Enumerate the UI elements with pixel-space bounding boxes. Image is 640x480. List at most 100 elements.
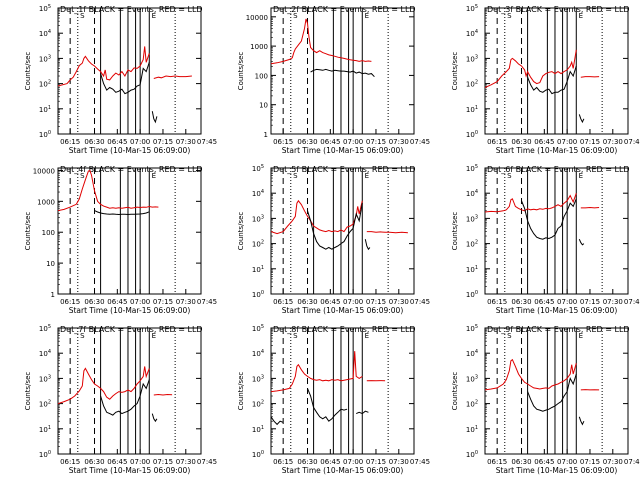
plot-frame xyxy=(270,7,415,135)
start-marker-glyph: S xyxy=(80,12,85,20)
x-axis-label: Start Time (10-Mar-15 06:09:00) xyxy=(496,146,618,155)
x-axis-label: Start Time (10-Mar-15 06:09:00) xyxy=(496,306,618,315)
y-tick-label: 105 xyxy=(466,164,478,173)
end-marker-glyph: E xyxy=(579,172,583,180)
panel-title: Det_6f BLACK = Events, RED = LLD xyxy=(487,165,630,174)
events-series-line xyxy=(100,379,150,416)
end-marker-glyph: E xyxy=(365,12,369,20)
x-tick-label: 06:30 xyxy=(84,298,104,306)
x-tick-label: 06:15 xyxy=(60,458,80,466)
y-tick-label: 105 xyxy=(39,4,51,13)
y-tick-label: 102 xyxy=(466,400,478,409)
y-tick-label: 1000 xyxy=(250,43,268,51)
x-tick-label: 07:00 xyxy=(130,458,150,466)
lld-series-line xyxy=(580,76,600,78)
y-tick-label: 1000 xyxy=(37,198,55,206)
y-tick-label: 105 xyxy=(466,4,478,13)
panel-title: Det_2f BLACK = Events, RED = LLD xyxy=(273,5,416,14)
plot-frame xyxy=(57,327,202,455)
lld-series-line xyxy=(153,75,192,79)
y-tick-label: 103 xyxy=(39,54,51,63)
x-tick-label: 06:45 xyxy=(320,458,340,466)
panel-title: Det_9f BLACK = Events, RED = LLD xyxy=(487,325,630,334)
x-tick-label: 07:00 xyxy=(343,138,363,146)
x-tick-label: 07:45 xyxy=(197,458,217,466)
plot-frame xyxy=(57,7,202,135)
x-tick-label: 07:00 xyxy=(557,458,577,466)
events-series-line xyxy=(364,239,371,251)
y-tick-label: 100 xyxy=(252,450,264,459)
y-tick-label: 1 xyxy=(51,291,55,299)
y-tick-label: 100 xyxy=(39,450,51,459)
y-tick-label: 105 xyxy=(252,324,264,333)
x-tick-label: 07:30 xyxy=(176,298,196,306)
lld-series-line xyxy=(485,193,577,213)
lld-series-line xyxy=(271,351,363,393)
y-axis-label: Counts/sec xyxy=(451,52,459,91)
x-tick-label: 07:15 xyxy=(366,458,386,466)
lld-series-line xyxy=(58,169,159,212)
series-layer xyxy=(271,351,386,426)
events-series-line xyxy=(271,416,284,426)
end-marker-glyph: E xyxy=(152,332,156,340)
plot-frame xyxy=(484,7,629,135)
x-tick-label: 06:30 xyxy=(297,298,317,306)
x-tick-label: 07:15 xyxy=(153,138,173,146)
x-tick-label: 07:45 xyxy=(624,138,640,146)
events-series-line xyxy=(578,238,585,246)
start-marker-glyph: S xyxy=(80,332,85,340)
y-tick-label: 103 xyxy=(252,214,264,223)
start-marker-glyph: S xyxy=(293,12,298,20)
y-axis-label: Counts/sec xyxy=(237,52,245,91)
y-tick-label: 1 xyxy=(264,131,268,139)
y-tick-label: 10000 xyxy=(33,167,55,175)
series-layer xyxy=(58,46,192,124)
x-tick-label: 07:00 xyxy=(130,298,150,306)
y-tick-label: 10 xyxy=(46,260,55,268)
plot-frame xyxy=(270,167,415,295)
x-tick-label: 06:30 xyxy=(297,138,317,146)
y-axis-label: Counts/sec xyxy=(24,52,32,91)
y-axis-label: Counts/sec xyxy=(24,212,32,251)
x-tick-label: 06:45 xyxy=(107,138,127,146)
y-tick-label: 101 xyxy=(39,425,51,434)
events-series-line xyxy=(307,388,348,422)
panel-title: Det_8f BLACK = Events, RED = LLD xyxy=(273,325,416,334)
x-axis-label: Start Time (10-Mar-15 06:09:00) xyxy=(282,306,404,315)
y-tick-label: 105 xyxy=(466,324,478,333)
x-tick-label: 07:30 xyxy=(176,458,196,466)
panel-title: Det_1f BLACK = Events, RED = LLD xyxy=(60,5,203,14)
lld-series-line xyxy=(58,366,150,405)
lld-series-line xyxy=(271,18,372,65)
events-series-line xyxy=(151,111,158,124)
y-tick-label: 101 xyxy=(252,425,264,434)
series-layer xyxy=(485,358,600,426)
x-tick-label: 06:45 xyxy=(320,138,340,146)
x-tick-label: 06:45 xyxy=(534,458,554,466)
events-series-line xyxy=(527,65,577,95)
panel-title: Det_7f BLACK = Events, RED = LLD xyxy=(60,325,203,334)
y-axis-label: Counts/sec xyxy=(237,372,245,411)
end-marker-glyph: E xyxy=(152,12,156,20)
y-tick-label: 104 xyxy=(466,349,478,358)
x-tick-label: 06:30 xyxy=(297,458,317,466)
x-tick-label: 07:30 xyxy=(389,138,409,146)
y-tick-label: 100 xyxy=(466,450,478,459)
y-tick-label: 102 xyxy=(252,400,264,409)
x-tick-label: 07:00 xyxy=(130,138,150,146)
x-tick-label: 06:15 xyxy=(487,138,507,146)
plot-frame xyxy=(484,327,629,455)
end-marker-glyph: E xyxy=(579,12,583,20)
y-tick-label: 103 xyxy=(466,54,478,63)
x-tick-label: 07:00 xyxy=(557,138,577,146)
x-tick-label: 06:15 xyxy=(487,458,507,466)
x-tick-label: 06:15 xyxy=(487,298,507,306)
x-axis-label: Start Time (10-Mar-15 06:09:00) xyxy=(69,146,191,155)
y-tick-label: 104 xyxy=(466,29,478,38)
